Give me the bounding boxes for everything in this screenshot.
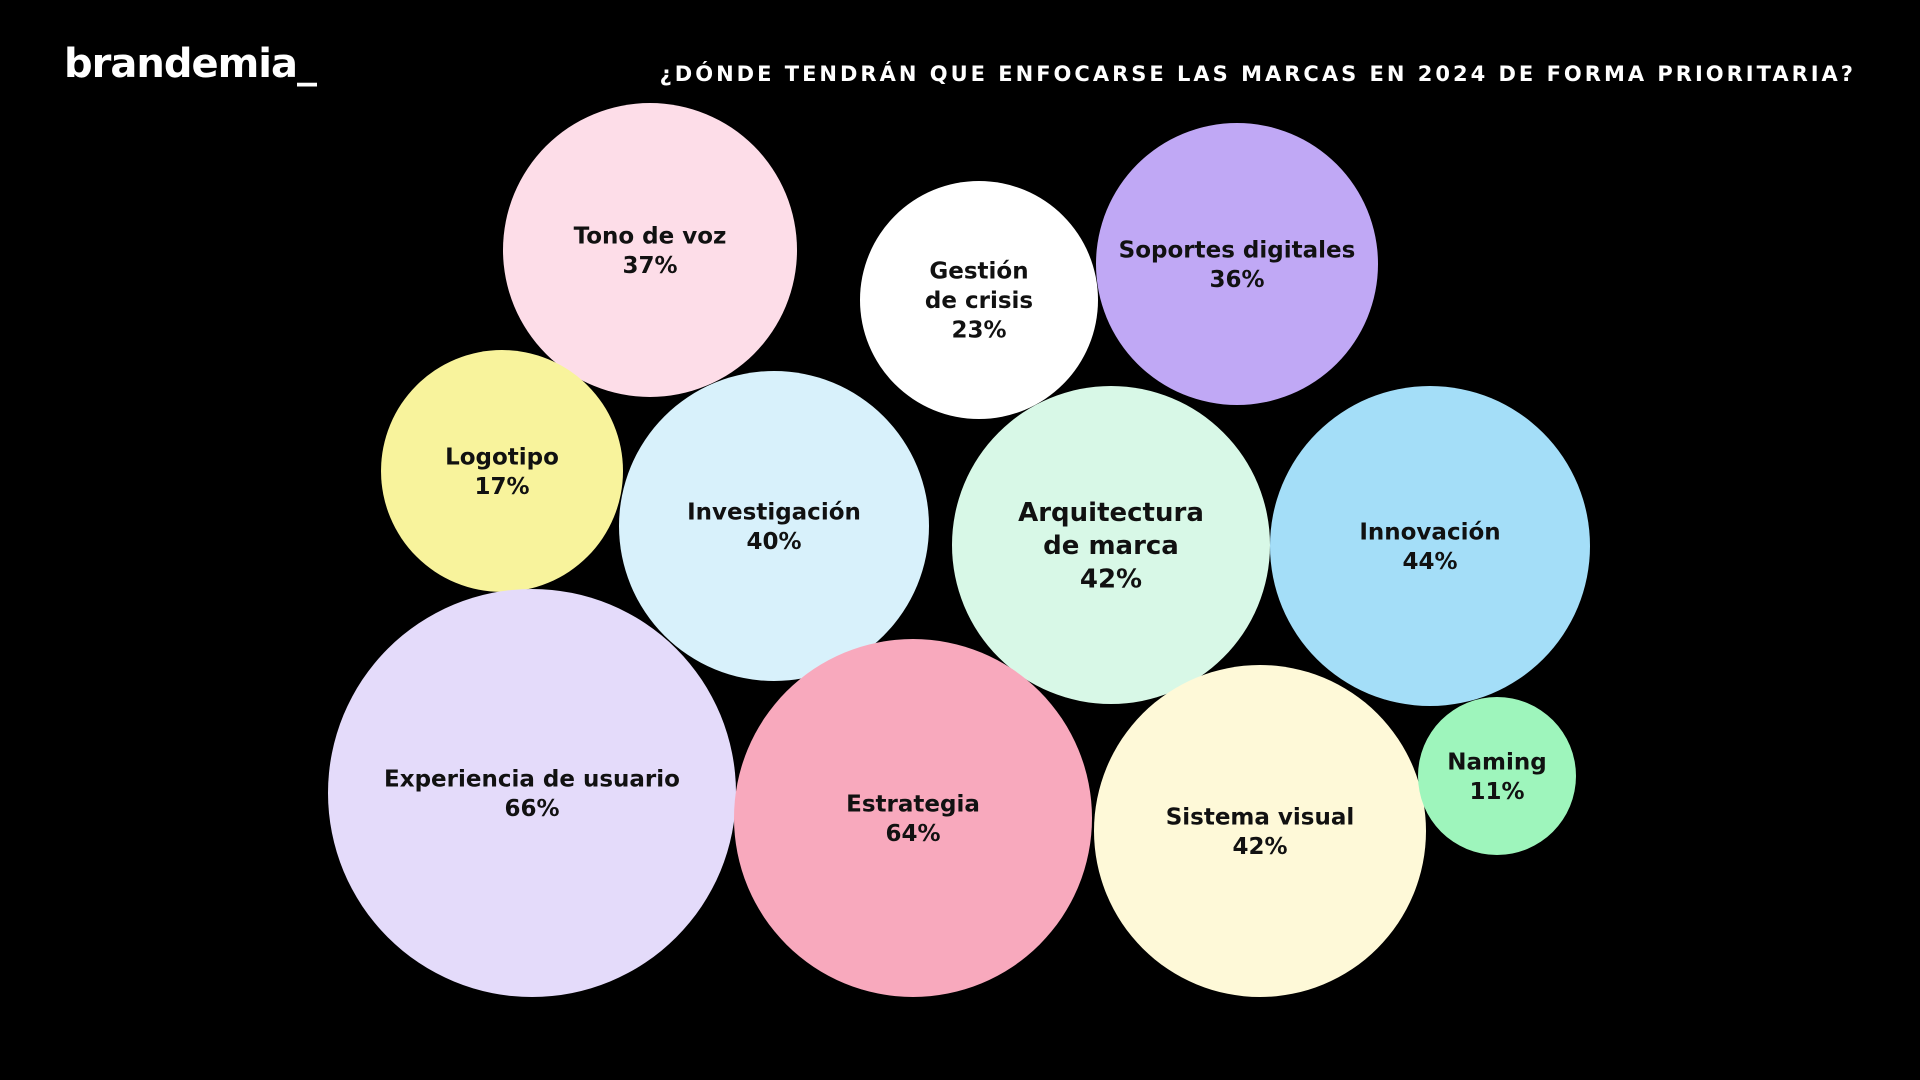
bubble-label-logotipo: Logotipo xyxy=(445,444,559,470)
bubble-label-gestion-de-crisis: Gestión xyxy=(929,259,1028,285)
bubble-circle-investigacion xyxy=(619,371,929,681)
bubble-value-estrategia: 64% xyxy=(885,821,940,847)
bubble-circle-sistema-visual xyxy=(1094,665,1426,997)
bubble-label-innovacion: Innovación xyxy=(1359,519,1500,545)
bubble-value-tono-de-voz: 37% xyxy=(622,253,677,279)
bubble-circle-gestion-de-crisis xyxy=(860,181,1098,419)
brandemia-logo: brandemia_ xyxy=(64,41,317,87)
bubble-sistema-visual: Sistema visual 42% xyxy=(1094,665,1426,997)
bubble-label-estrategia: Estrategia xyxy=(846,791,980,817)
bubble-naming: Naming 11% xyxy=(1418,697,1576,855)
bubble-value-soportes-digitales: 36% xyxy=(1209,267,1264,293)
bubble-label-tono-de-voz: Tono de voz xyxy=(574,223,727,249)
bubble-value-logotipo: 17% xyxy=(474,474,529,500)
bubble-soportes-digitales: Soportes digitales 36% xyxy=(1096,123,1378,405)
bubble-circle-arquitectura-de-marca xyxy=(952,386,1270,704)
bubble-label-arquitectura-de-marca: Arquitectura xyxy=(1018,498,1204,528)
bubble-value-arquitectura-de-marca: 42% xyxy=(1080,564,1142,594)
bubble-circle-logotipo xyxy=(381,350,623,592)
bubble-label-soportes-digitales: Soportes digitales xyxy=(1119,237,1356,263)
bubble-label-sistema-visual: Sistema visual xyxy=(1166,804,1355,830)
bubble-circle-naming xyxy=(1418,697,1576,855)
bubble-circle-tono-de-voz xyxy=(503,103,797,397)
bubble-logotipo: Logotipo 17% xyxy=(381,350,623,592)
bubble-value-investigacion: 40% xyxy=(746,529,801,555)
bubble-label-gestion-de-crisis: de crisis xyxy=(925,288,1033,314)
bubble-value-innovacion: 44% xyxy=(1402,549,1457,575)
bubble-experiencia-de-usuario: Experiencia de usuario 66% xyxy=(328,589,736,997)
bubble-tono-de-voz: Tono de voz 37% xyxy=(503,103,797,397)
bubble-innovacion: Innovación 44% xyxy=(1270,386,1590,706)
bubble-label-experiencia-de-usuario: Experiencia de usuario xyxy=(384,766,680,792)
bubble-value-gestion-de-crisis: 23% xyxy=(951,317,1006,343)
chart-title: ¿DÓNDE TENDRÁN QUE ENFOCARSE LAS MARCAS … xyxy=(659,62,1856,86)
bubble-gestion-de-crisis: Gestión de crisis 23% xyxy=(860,181,1098,419)
bubble-value-sistema-visual: 42% xyxy=(1232,834,1287,860)
bubble-circle-soportes-digitales xyxy=(1096,123,1378,405)
bubble-circle-innovacion xyxy=(1270,386,1590,706)
bubble-value-experiencia-de-usuario: 66% xyxy=(504,796,559,822)
bubble-circle-experiencia-de-usuario xyxy=(328,589,736,997)
bubble-estrategia: Estrategia 64% xyxy=(734,639,1092,997)
bubble-value-naming: 11% xyxy=(1469,779,1524,805)
bubble-investigacion: Investigación 40% xyxy=(619,371,929,681)
bubble-circle-estrategia xyxy=(734,639,1092,997)
bubble-label-naming: Naming xyxy=(1447,749,1546,775)
bubble-label-arquitectura-de-marca: de marca xyxy=(1043,531,1179,561)
bubble-label-investigacion: Investigación xyxy=(687,499,861,525)
